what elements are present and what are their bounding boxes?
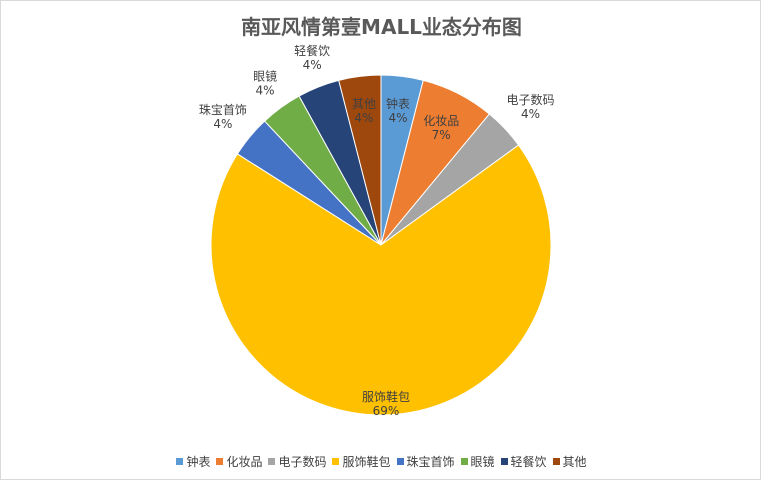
chart-legend: 钟表 化妆品 电子数码 服饰鞋包 珠宝首饰 眼镜 轻餐饮 其他 xyxy=(1,453,762,470)
data-label-category: 化妆品 xyxy=(423,114,459,128)
legend-swatch xyxy=(332,458,340,465)
legend-label: 其他 xyxy=(562,455,587,469)
data-label-percent: 4% xyxy=(256,83,275,97)
legend-swatch xyxy=(216,458,224,465)
pie-chart: 钟表4% 化妆品7%电子数码4%服饰鞋包69%珠宝首饰4%眼镜4%轻餐饮4%其他4… xyxy=(199,43,555,418)
data-label-percent: 4% xyxy=(521,107,540,121)
legend-swatch xyxy=(552,458,560,465)
legend-label: 眼镜 xyxy=(470,455,495,469)
data-label-0: 钟表4% xyxy=(386,96,410,125)
legend-swatch xyxy=(500,458,508,465)
legend-label: 钟表 xyxy=(186,455,211,469)
data-label-category: 轻餐饮 xyxy=(294,43,330,58)
data-label-percent: 7% xyxy=(432,128,451,142)
legend-item-5: 眼镜 xyxy=(460,453,495,470)
pie-slice-3 xyxy=(210,144,552,416)
legend-item-7: 其他 xyxy=(552,453,587,470)
legend-item-3: 服饰鞋包 xyxy=(332,453,391,470)
legend-swatch xyxy=(176,458,184,465)
legend-label: 轻餐饮 xyxy=(510,455,547,469)
legend-item-2: 电子数码 xyxy=(268,453,326,470)
legend-label: 珠宝首饰 xyxy=(406,455,455,469)
legend-item-6: 轻餐饮 xyxy=(500,453,547,470)
data-label-percent: 4% xyxy=(303,58,322,72)
data-label-category: 眼镜 xyxy=(253,68,277,83)
chart-title: 南亚风情第壹MALL业态分布图 xyxy=(241,15,522,39)
data-label-category: 珠宝首饰 xyxy=(199,103,247,117)
legend-label: 服饰鞋包 xyxy=(342,455,391,469)
data-label-percent: 4% xyxy=(354,111,373,125)
data-label-category: 服饰鞋包 xyxy=(362,389,410,404)
legend-item-4: 珠宝首饰 xyxy=(396,453,455,470)
legend-item-1: 化妆品 xyxy=(216,453,262,470)
data-label-percent: 69% xyxy=(373,404,400,418)
legend-label: 电子数码 xyxy=(278,455,327,469)
data-label-percent: 4% xyxy=(389,111,408,125)
legend-label: 化妆品 xyxy=(226,455,263,469)
data-label-category: 钟表 xyxy=(386,96,410,111)
legend-swatch xyxy=(396,458,404,465)
pie-slice-7 xyxy=(338,74,382,246)
data-label-category: 电子数码 xyxy=(507,92,555,107)
data-label-5: 眼镜4% xyxy=(253,68,277,97)
legend-item-0: 钟表 xyxy=(176,453,210,470)
data-label-category: 其他 xyxy=(352,97,376,111)
data-label-7: 其他4% xyxy=(352,97,376,125)
legend-swatch xyxy=(268,458,276,465)
legend-swatch xyxy=(460,458,468,465)
data-label-percent: 4% xyxy=(213,117,232,131)
